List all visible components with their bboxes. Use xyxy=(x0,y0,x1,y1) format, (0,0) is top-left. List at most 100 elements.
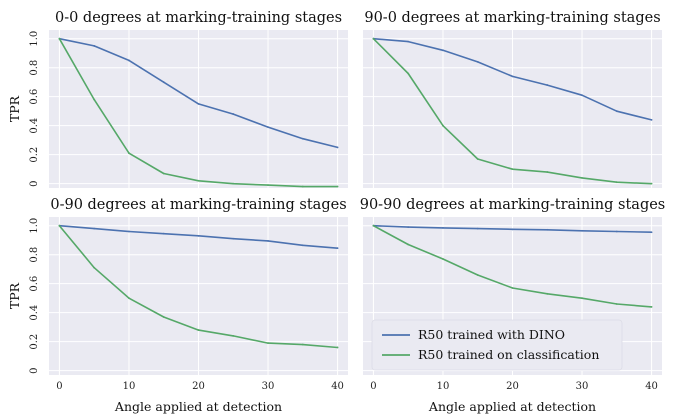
data-point-dino xyxy=(511,75,514,78)
data-point-classification xyxy=(650,305,653,308)
data-point-classification xyxy=(372,37,375,40)
data-point-classification xyxy=(372,224,375,227)
data-point-classification xyxy=(197,329,200,331)
data-point-classification xyxy=(267,342,269,345)
x-tick-label: 40 xyxy=(645,381,658,392)
y-tick-label: 0.6 xyxy=(29,89,40,105)
data-point-dino xyxy=(197,103,200,105)
data-point-dino xyxy=(267,240,269,242)
y-axis-label: TPR xyxy=(7,282,22,309)
data-point-classification xyxy=(267,184,269,187)
data-point-dino xyxy=(267,126,269,129)
data-point-dino xyxy=(197,234,200,237)
data-point-classification xyxy=(511,287,514,289)
data-point-dino xyxy=(546,228,549,231)
data-point-classification xyxy=(546,171,549,173)
panel-title: 90-0 degrees at marking-training stages xyxy=(364,10,660,26)
data-point-classification xyxy=(128,297,130,300)
x-axis-label: Angle applied at detection xyxy=(428,399,596,414)
data-point-dino xyxy=(232,113,235,115)
y-tick-label: 0.2 xyxy=(29,147,40,163)
data-point-classification xyxy=(442,124,444,127)
data-point-classification xyxy=(476,274,479,276)
data-point-dino xyxy=(336,146,339,149)
data-point-classification xyxy=(232,182,235,185)
data-point-classification xyxy=(650,182,653,185)
data-point-classification xyxy=(442,258,444,260)
data-point-classification xyxy=(93,266,96,269)
y-tick-label: 0.4 xyxy=(29,118,40,134)
y-tick-label: 0.4 xyxy=(29,305,40,321)
data-point-dino xyxy=(301,137,304,140)
data-point-dino xyxy=(442,226,444,229)
chart-panel-3: 0-90 degrees at marking-training stages 0… xyxy=(7,197,348,414)
data-point-classification xyxy=(546,292,549,295)
chart-panel-1: 0-0 degrees at marking-training stages 0 0… xyxy=(7,10,348,188)
x-tick-label: 0 xyxy=(370,381,376,392)
y-tick-label: 0.8 xyxy=(29,247,40,263)
chart-panel-4: 90-90 degrees at marking-training stages… xyxy=(360,197,666,414)
x-tick-label: 30 xyxy=(262,381,275,392)
data-point-classification xyxy=(93,98,96,101)
data-point-classification xyxy=(301,185,304,188)
data-point-dino xyxy=(511,228,514,231)
x-tick-label: 20 xyxy=(506,381,519,392)
x-tick-label: 30 xyxy=(576,381,589,392)
panel-title: 0-0 degrees at marking-training stages xyxy=(55,10,342,26)
legend-label-classification: R50 trained on classification xyxy=(418,347,599,362)
data-point-classification xyxy=(336,346,339,349)
panel-title: 90-90 degrees at marking-training stages xyxy=(360,197,666,213)
y-tick-label: 0.8 xyxy=(29,60,40,76)
data-point-dino xyxy=(615,230,618,233)
data-point-dino xyxy=(162,81,165,84)
data-point-classification xyxy=(58,37,61,40)
data-point-classification xyxy=(197,179,200,182)
data-point-classification xyxy=(615,303,618,305)
data-point-dino xyxy=(581,94,583,97)
data-point-dino xyxy=(476,60,479,63)
data-point-classification xyxy=(162,316,165,318)
data-point-dino xyxy=(162,232,165,235)
x-tick-label: 20 xyxy=(192,381,205,392)
data-point-dino xyxy=(93,45,96,47)
legend: R50 trained with DINO R50 trained on clas… xyxy=(371,319,623,371)
data-point-dino xyxy=(407,226,410,229)
data-point-dino xyxy=(232,237,235,240)
data-point-dino xyxy=(128,59,130,62)
y-tick-label: 0 xyxy=(29,180,40,186)
chart-panel-2: 90-0 degrees at marking-training stages xyxy=(363,10,662,188)
data-point-classification xyxy=(581,176,583,179)
data-point-dino xyxy=(301,244,304,247)
data-point-dino xyxy=(128,230,130,233)
data-point-classification xyxy=(336,185,339,188)
data-point-classification xyxy=(476,158,479,160)
panel-title: 0-90 degrees at marking-training stages xyxy=(50,197,346,213)
y-axis-label: TPR xyxy=(7,95,22,122)
data-point-dino xyxy=(442,49,444,52)
y-tick-label: 1.0 xyxy=(29,31,40,47)
x-tick-label: 10 xyxy=(123,381,136,392)
data-point-classification xyxy=(407,243,410,246)
data-point-classification xyxy=(511,168,514,171)
data-point-dino xyxy=(615,110,618,113)
legend-box xyxy=(371,319,623,371)
data-point-dino xyxy=(650,118,653,121)
data-point-dino xyxy=(546,84,549,86)
data-point-dino xyxy=(407,40,410,43)
legend-label-dino: R50 trained with DINO xyxy=(418,327,565,342)
data-point-dino xyxy=(581,229,583,232)
data-point-classification xyxy=(162,172,165,175)
x-tick-label: 0 xyxy=(56,381,62,392)
y-tick-label: 0.6 xyxy=(29,276,40,292)
data-point-classification xyxy=(58,224,61,227)
y-tick-label: 0 xyxy=(29,367,40,373)
data-point-dino xyxy=(476,227,479,230)
y-tick-label: 1.0 xyxy=(29,218,40,234)
data-point-classification xyxy=(407,72,410,75)
data-point-dino xyxy=(336,247,339,250)
data-point-dino xyxy=(650,231,653,234)
data-point-dino xyxy=(93,227,96,230)
x-tick-label: 40 xyxy=(331,381,344,392)
data-point-classification xyxy=(581,297,583,300)
